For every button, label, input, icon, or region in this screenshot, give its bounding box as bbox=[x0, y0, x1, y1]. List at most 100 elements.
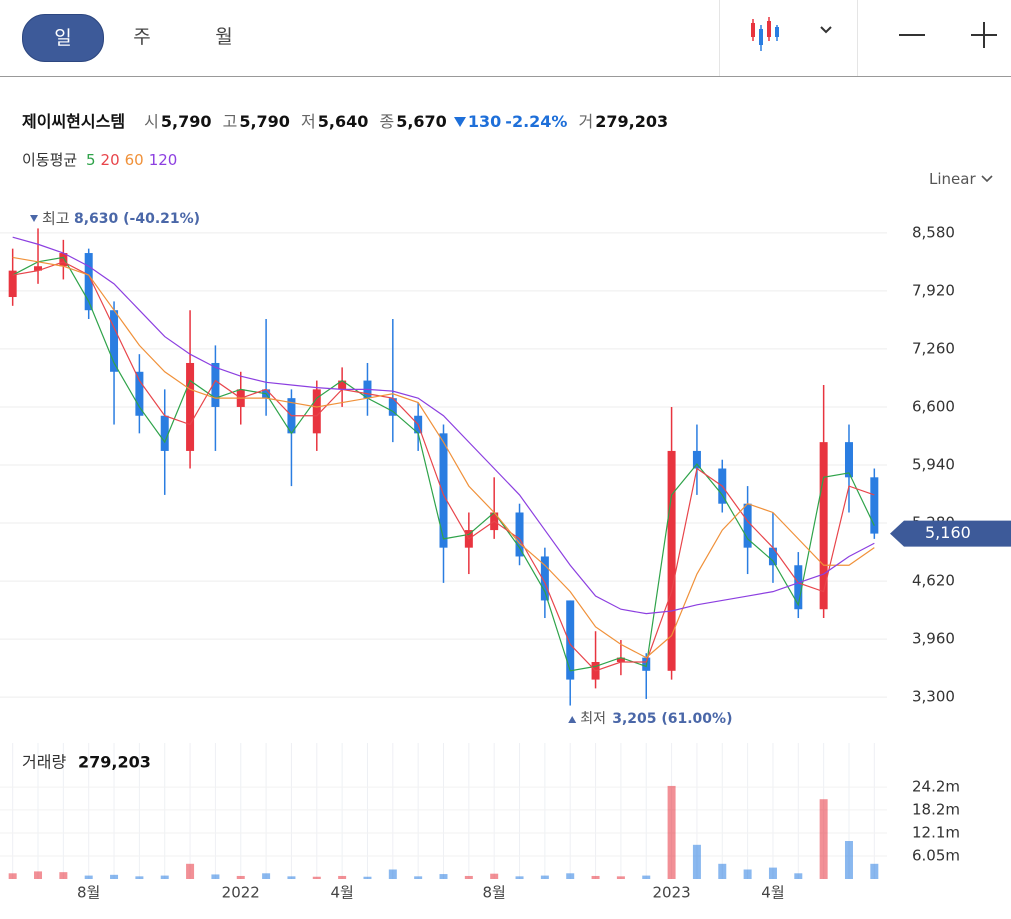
y-tick-label: 3,960 bbox=[912, 630, 955, 648]
volume-bar bbox=[692, 844, 701, 879]
candle-body bbox=[794, 565, 803, 610]
high-value: 8,630 (-40.21%) bbox=[74, 211, 200, 227]
volume-bar bbox=[287, 876, 296, 879]
candle-body bbox=[312, 389, 321, 434]
chart-type-button[interactable] bbox=[745, 15, 845, 55]
volume-bar bbox=[768, 867, 777, 879]
volume-bar bbox=[819, 799, 828, 879]
scale-mode: Linear bbox=[929, 170, 976, 188]
x-tick-label: 2022 bbox=[222, 884, 260, 902]
volume-bar bbox=[160, 875, 169, 879]
label: 시 bbox=[144, 112, 159, 131]
tab-day[interactable]: 일 bbox=[22, 14, 104, 62]
candle-body bbox=[8, 270, 17, 298]
x-tick-label: 4월 bbox=[761, 884, 784, 902]
volume-bar bbox=[566, 873, 575, 879]
tab-week[interactable]: 주 bbox=[133, 26, 151, 48]
value: 5,640 bbox=[317, 112, 369, 131]
candle-body bbox=[439, 433, 448, 548]
ma-title: 이동평균 bbox=[22, 151, 78, 169]
volume-tick-label: 12.1m bbox=[912, 824, 960, 842]
y-tick-label: 8,580 bbox=[912, 223, 955, 241]
y-tick-label: 7,260 bbox=[912, 339, 955, 357]
low-label: 최저 bbox=[580, 711, 606, 727]
volume-bar bbox=[84, 875, 93, 879]
low-marker bbox=[568, 716, 577, 723]
legend-entry: 20 bbox=[100, 151, 120, 169]
volume-bar bbox=[591, 875, 600, 879]
candle-body bbox=[186, 362, 195, 451]
volume-bar bbox=[338, 875, 347, 879]
y-tick-label: 6,600 bbox=[912, 397, 955, 415]
candle-body bbox=[743, 503, 752, 548]
volume-bar bbox=[464, 875, 473, 879]
volume-bar bbox=[236, 875, 245, 879]
ma-legend: 이동평균 5 20 60 120 bbox=[22, 149, 182, 170]
value: 5,790 bbox=[239, 112, 290, 131]
volume-bar bbox=[540, 875, 549, 879]
candle-body bbox=[616, 657, 625, 663]
volume-tick-label: 24.2m bbox=[912, 778, 960, 796]
volume-bar bbox=[616, 876, 625, 879]
quote-line: 제이씨현시스템 시 5,790 고 5,790 저 5,640 종 5,670 130-… bbox=[22, 108, 674, 132]
last-price-tag bbox=[890, 520, 1011, 547]
zoom-controls bbox=[899, 22, 997, 48]
y-tick-label: 4,620 bbox=[912, 572, 955, 590]
x-tick-label: 4월 bbox=[330, 884, 353, 902]
candle-body bbox=[59, 253, 68, 267]
candle-body bbox=[692, 450, 701, 469]
volume-bar bbox=[186, 863, 195, 879]
value: 279,203 bbox=[595, 112, 669, 131]
down-arrow bbox=[453, 117, 466, 127]
volume-value: 279,203 bbox=[78, 753, 151, 772]
legend-entry: 120 bbox=[148, 151, 178, 169]
candle-body bbox=[135, 371, 144, 416]
candle-body bbox=[84, 253, 93, 311]
volume-bar bbox=[262, 873, 271, 879]
label: 종 bbox=[379, 112, 395, 131]
x-tick-label: 8월 bbox=[483, 884, 506, 902]
change: 130 bbox=[467, 112, 502, 131]
volume-bar bbox=[515, 876, 524, 879]
volume-tick-label: 18.2m bbox=[912, 800, 960, 818]
candle-body bbox=[870, 477, 879, 534]
label: 고 bbox=[222, 112, 238, 131]
volume-bar bbox=[844, 841, 853, 879]
volume-bar bbox=[388, 869, 397, 879]
label: 거 bbox=[578, 112, 594, 131]
moving-average-line bbox=[12, 236, 875, 615]
scale-dropdown[interactable]: Linear bbox=[929, 170, 994, 188]
volume-bar bbox=[439, 874, 448, 879]
candle-body bbox=[844, 442, 853, 478]
legend-entry: 5 bbox=[85, 151, 96, 169]
value: 5,790 bbox=[160, 112, 212, 131]
low-value: 3,205 (61.00%) bbox=[612, 711, 732, 727]
candle-body bbox=[515, 512, 524, 557]
volume-bar bbox=[8, 873, 17, 879]
volume-bar bbox=[718, 863, 727, 879]
volume-title: 거래량 bbox=[22, 753, 66, 772]
volume-bar bbox=[312, 876, 321, 879]
candle-body bbox=[540, 556, 549, 601]
x-tick-label: 8월 bbox=[77, 884, 100, 902]
candle-body bbox=[34, 266, 43, 271]
last-price-label: 5,160 bbox=[925, 523, 971, 542]
x-tick-label: 2023 bbox=[652, 884, 690, 902]
volume-bar bbox=[490, 873, 499, 879]
volume-bar bbox=[414, 876, 423, 879]
tab-month[interactable]: 월 bbox=[215, 26, 233, 48]
volume-bar bbox=[110, 874, 119, 879]
chevron bbox=[981, 175, 993, 183]
candle-body bbox=[388, 398, 397, 416]
divider bbox=[0, 76, 1011, 77]
candle-body bbox=[110, 310, 119, 372]
y-tick-label: 3,300 bbox=[912, 688, 955, 706]
volume-bar bbox=[363, 876, 372, 879]
zoom-in[interactable] bbox=[971, 22, 997, 48]
candle-body bbox=[338, 380, 347, 390]
moving-average-line bbox=[12, 261, 875, 672]
stock-name: 제이씨현시스템 bbox=[22, 112, 126, 131]
candle-body bbox=[160, 415, 169, 451]
